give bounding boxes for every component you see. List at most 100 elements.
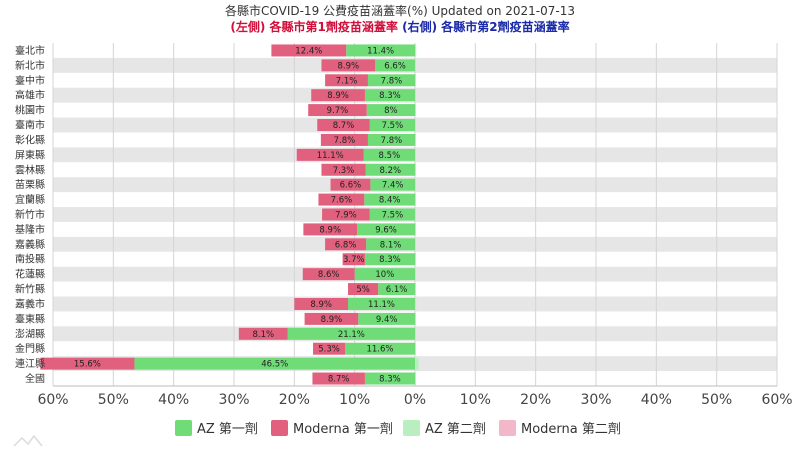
bar-moderna-dose1 xyxy=(322,208,370,221)
legend-swatch xyxy=(403,420,420,436)
x-tick-label: 60% xyxy=(37,392,68,408)
bar-az-dose1 xyxy=(348,297,415,310)
category-label: 彰化縣 xyxy=(15,133,45,146)
bar-label-moderna-dose1: 8.9% xyxy=(321,315,343,325)
category-label: 金門縣 xyxy=(15,342,45,355)
x-axis-ticks: 60% 50% 40% 30% 20% 10% 0% 10% 20% 30% 40% 50% 60% xyxy=(37,392,792,408)
bar-moderna-dose1 xyxy=(325,74,368,87)
bar-az-dose1 xyxy=(366,104,415,117)
bar-moderna-dose1 xyxy=(342,253,365,266)
category-label: 連江縣 xyxy=(15,357,45,370)
x-tick-label: 50% xyxy=(701,392,732,408)
bar-moderna-dose1 xyxy=(348,283,379,296)
bar-az-dose1 xyxy=(287,327,415,340)
bar-az-dose2 xyxy=(415,253,416,266)
bar-az-dose1 xyxy=(367,74,415,87)
bar-az-dose1 xyxy=(354,268,415,281)
x-tick-label: 10% xyxy=(460,392,491,408)
category-label: 苗栗縣 xyxy=(15,179,45,191)
bar-az-dose2 xyxy=(415,133,416,146)
bar-az-dose2 xyxy=(415,178,416,191)
bar-moderna-dose1 xyxy=(330,178,371,191)
bar-moderna-dose1 xyxy=(325,238,367,251)
bar-label-az-dose1: 8.3% xyxy=(379,255,401,265)
category-labels: 臺北市新北市臺中市高雄市桃園市臺南市彰化縣屏東縣雲林縣苗栗縣宜蘭縣新竹市基隆市嘉… xyxy=(15,44,45,385)
bar-label-moderna-dose1: 8.7% xyxy=(333,121,355,131)
bar-az-dose1 xyxy=(370,178,415,191)
bar-az-dose2 xyxy=(415,208,416,221)
category-label: 全國 xyxy=(25,372,45,385)
bar-label-az-dose1: 11.1% xyxy=(368,300,395,310)
bar-moderna-dose1 xyxy=(302,268,355,281)
chart-title: 各縣市COVID-19 公費疫苗涵蓋率(%) Updated on 2021-0… xyxy=(225,3,575,18)
legend-label: AZ 第一劑 xyxy=(197,421,258,437)
bar-az-dose1 xyxy=(366,238,415,251)
bar-az-dose2 xyxy=(415,193,416,206)
bar-label-az-dose1: 21.1% xyxy=(338,330,365,340)
x-tick-label: 60% xyxy=(761,392,792,408)
bar-az-dose1 xyxy=(357,223,415,236)
x-tick-label: 20% xyxy=(279,392,310,408)
bar-label-moderna-dose1: 3.7% xyxy=(343,255,365,265)
bar-label-moderna-dose1: 8.9% xyxy=(338,61,360,71)
bar-label-az-dose1: 7.8% xyxy=(381,76,403,86)
bar-label-az-dose1: 11.4% xyxy=(367,46,394,56)
legend-swatch xyxy=(271,420,288,436)
bar-az-dose2 xyxy=(415,342,416,355)
bar-label-az-dose1: 46.5% xyxy=(261,360,288,370)
category-label: 嘉義市 xyxy=(15,297,45,310)
bar-label-moderna-dose1: 7.3% xyxy=(333,166,355,176)
bar-label-az-dose1: 9.6% xyxy=(375,225,397,235)
category-label: 新北市 xyxy=(15,59,45,72)
bar-label-az-dose1: 10% xyxy=(375,270,394,280)
bar-az-dose2 xyxy=(415,283,416,296)
bar-moderna-dose1 xyxy=(311,89,365,102)
bar-az-dose2 xyxy=(415,357,419,370)
category-label: 雲林縣 xyxy=(15,163,45,176)
bar-label-moderna-dose1: 9.7% xyxy=(327,106,349,116)
bar-label-moderna-dose1: 8.9% xyxy=(319,225,341,235)
bar-az-dose2 xyxy=(415,44,417,57)
category-label: 桃園市 xyxy=(15,104,45,117)
bar-az-dose2 xyxy=(415,59,416,72)
bar-label-az-dose1: 8.3% xyxy=(379,375,401,385)
category-label: 基隆市 xyxy=(15,223,45,236)
bar-label-az-dose1: 8.4% xyxy=(379,196,401,206)
bar-label-moderna-dose1: 15.6% xyxy=(74,360,101,370)
bar-az-dose2 xyxy=(415,74,416,87)
bar-az-dose1 xyxy=(367,133,415,146)
bar-moderna-dose1 xyxy=(313,342,346,355)
bar-moderna-dose1 xyxy=(321,59,376,72)
bar-label-az-dose1: 7.8% xyxy=(381,136,403,146)
bar-az-dose2 xyxy=(415,297,417,310)
category-label: 屏東縣 xyxy=(15,148,45,161)
category-label: 新竹市 xyxy=(15,208,45,221)
bar-az-dose1 xyxy=(369,208,415,221)
bar-az-dose1 xyxy=(346,44,415,57)
bar-label-moderna-dose1: 7.8% xyxy=(334,136,356,146)
category-label: 臺南市 xyxy=(15,119,45,132)
bar-az-dose1 xyxy=(375,59,415,72)
x-tick-label: 50% xyxy=(98,392,129,408)
bar-label-az-dose1: 8.1% xyxy=(380,240,402,250)
bar-label-az-dose1: 6.1% xyxy=(386,285,408,295)
bar-moderna-dose1 xyxy=(40,357,135,370)
bar-az-dose1 xyxy=(364,89,415,102)
bar-label-az-dose1: 8.5% xyxy=(379,151,401,161)
bar-moderna-dose1 xyxy=(303,223,358,236)
legend-label: Moderna 第一劑 xyxy=(293,421,393,437)
legend-swatch xyxy=(175,420,192,436)
category-label: 新竹縣 xyxy=(15,283,45,296)
bar-az-dose1 xyxy=(364,253,415,266)
bar-label-moderna-dose1: 7.6% xyxy=(331,196,353,206)
bar-label-az-dose1: 9.4% xyxy=(376,315,398,325)
category-label: 嘉義縣 xyxy=(15,238,45,251)
bar-az-dose1 xyxy=(378,283,415,296)
bar-label-az-dose1: 7.5% xyxy=(382,121,404,131)
x-tick-label: 40% xyxy=(641,392,672,408)
bar-label-az-dose1: 8.2% xyxy=(379,166,401,176)
bar-az-dose2 xyxy=(415,268,416,281)
bar-az-dose1 xyxy=(364,372,415,385)
bar-az-dose2 xyxy=(415,372,416,385)
